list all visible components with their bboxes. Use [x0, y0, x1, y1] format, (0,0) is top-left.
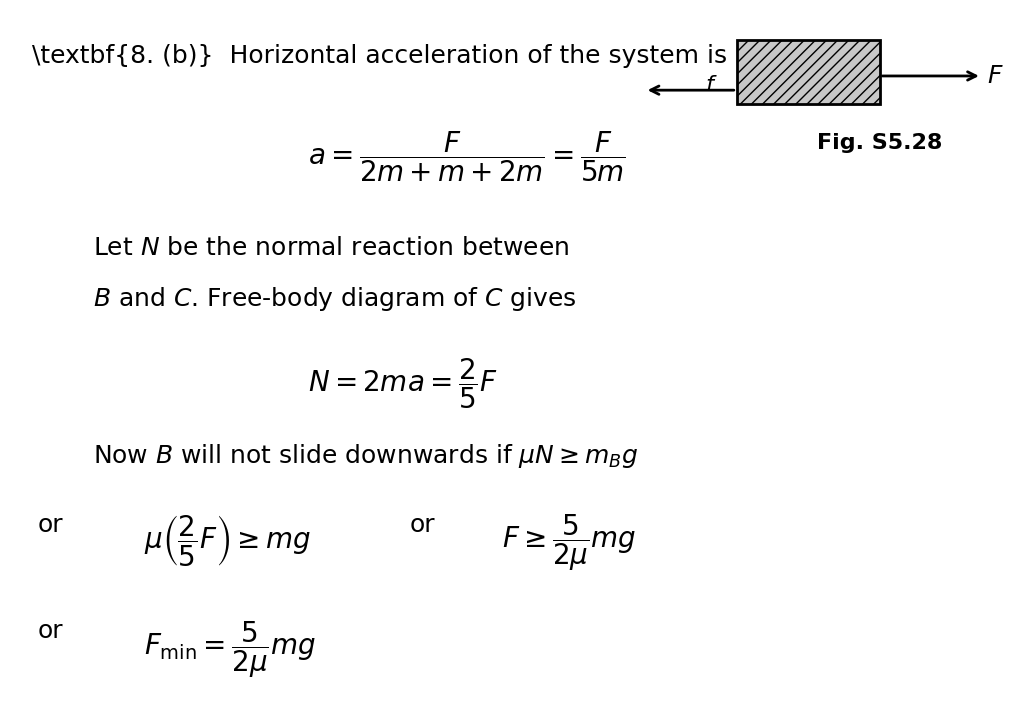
- Text: $a = \dfrac{F}{2m + m + 2m} = \dfrac{F}{5m}$: $a = \dfrac{F}{2m + m + 2m} = \dfrac{F}{…: [308, 129, 625, 184]
- Text: $f$: $f$: [705, 75, 718, 95]
- Text: $\mu\left(\dfrac{2}{5}F\right) \geq mg$: $\mu\left(\dfrac{2}{5}F\right) \geq mg$: [144, 513, 311, 568]
- Text: Let $N$ be the normal reaction between: Let $N$ be the normal reaction between: [93, 236, 569, 260]
- Text: $B$ and $C$. Free-body diagram of $C$ gives: $B$ and $C$. Free-body diagram of $C$ gi…: [93, 285, 578, 314]
- Text: \textbf{8. (b)}  Horizontal acceleration of the system is: \textbf{8. (b)} Horizontal acceleration …: [32, 44, 727, 68]
- Text: Now $B$ will not slide downwards if $\mu N \geq m_B g$: Now $B$ will not slide downwards if $\mu…: [93, 442, 638, 470]
- FancyBboxPatch shape: [736, 41, 880, 104]
- Text: $F \geq \dfrac{5}{2\mu}mg$: $F \geq \dfrac{5}{2\mu}mg$: [502, 513, 636, 573]
- Text: $F$: $F$: [987, 64, 1004, 88]
- Text: or: or: [37, 513, 62, 537]
- Text: or: or: [410, 513, 435, 537]
- Text: $N = 2ma = \dfrac{2}{5}F$: $N = 2ma = \dfrac{2}{5}F$: [308, 356, 498, 411]
- Text: $F_{\rm min} = \dfrac{5}{2\mu}mg$: $F_{\rm min} = \dfrac{5}{2\mu}mg$: [144, 620, 316, 680]
- Text: or: or: [37, 620, 62, 643]
- Text: Fig. S5.28: Fig. S5.28: [817, 133, 942, 153]
